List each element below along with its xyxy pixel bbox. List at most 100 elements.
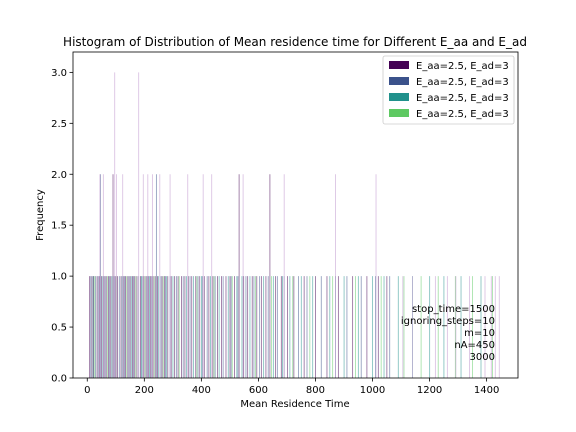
histogram-bar xyxy=(196,276,198,379)
histogram-bar xyxy=(149,276,150,379)
histogram-bar xyxy=(256,276,258,379)
histogram-bar xyxy=(132,276,133,379)
x-tick-label: 1400 xyxy=(474,385,499,396)
histogram-bar xyxy=(320,276,322,379)
y-axis-label: Frequency xyxy=(35,189,46,241)
histogram-bar xyxy=(355,276,356,379)
histogram-bar xyxy=(241,276,243,379)
y-axis-ticks: 0.0 0.5 1.0 1.5 2.0 2.5 3.0 xyxy=(51,68,73,385)
histogram-bar xyxy=(412,276,413,379)
histogram-bar xyxy=(249,276,251,379)
histogram-bar xyxy=(102,174,104,378)
histogram-bar xyxy=(178,276,180,379)
histogram-bar xyxy=(282,276,283,379)
histogram-bar xyxy=(352,276,354,379)
histogram-bar xyxy=(90,276,92,379)
histogram-bar xyxy=(98,276,100,379)
histogram-bar xyxy=(197,276,199,379)
histogram-bar xyxy=(124,276,125,379)
histogram-bar xyxy=(494,276,496,379)
histogram-bar xyxy=(161,276,163,379)
histogram-bar xyxy=(152,276,154,379)
histogram-bar xyxy=(403,276,405,379)
histogram-bar xyxy=(271,276,273,379)
x-tick-label: 200 xyxy=(135,385,154,396)
histogram-bar xyxy=(484,276,486,379)
histogram-bar xyxy=(172,276,174,379)
histogram-bar xyxy=(114,72,116,379)
histogram-bar xyxy=(174,276,176,379)
histogram-bar xyxy=(251,276,253,379)
histogram-bar xyxy=(193,276,194,379)
histogram-bar xyxy=(212,276,214,379)
histogram-bar xyxy=(106,276,108,379)
histogram-bar xyxy=(312,276,314,379)
histogram-bar xyxy=(280,276,282,379)
legend-label: E_aa=2.5, E_ad=3 xyxy=(416,93,509,104)
histogram-bar xyxy=(357,276,359,379)
x-tick-label: 1200 xyxy=(417,385,442,396)
histogram-bar xyxy=(203,276,205,379)
histogram-bar xyxy=(177,276,179,379)
histogram-bar xyxy=(191,276,193,379)
histogram-bar xyxy=(460,276,462,379)
histogram-bar xyxy=(243,276,245,379)
histogram-bar xyxy=(165,276,166,379)
histogram-bar xyxy=(469,276,470,379)
histogram-bar xyxy=(138,72,140,379)
histogram-bar xyxy=(127,276,129,379)
histogram-bar xyxy=(111,276,113,379)
histogram-bar xyxy=(133,276,134,379)
histogram-bar xyxy=(150,276,152,379)
annotation-text-block: stop_time=1500ignoring_steps=10m=10nA=45… xyxy=(401,304,495,363)
histogram-bar xyxy=(236,276,238,379)
histogram-bar xyxy=(329,276,331,379)
histogram-bar xyxy=(195,276,197,379)
x-axis-label: Mean Residence Time xyxy=(240,399,349,410)
histogram-bar xyxy=(380,276,382,379)
x-tick-label: 0 xyxy=(84,385,90,396)
annotation-line: ignoring_steps=10 xyxy=(401,316,495,327)
histogram-bar xyxy=(187,174,189,378)
histogram-bar xyxy=(375,276,376,379)
histogram-bar xyxy=(234,276,235,379)
histogram-bar xyxy=(298,276,299,379)
histogram-bar xyxy=(125,276,126,379)
histogram-bar xyxy=(211,174,213,378)
histogram-bar xyxy=(169,174,171,378)
histogram-bar xyxy=(375,174,377,378)
chart-title: Histogram of Distribution of Mean reside… xyxy=(63,35,527,49)
histogram-bar xyxy=(245,276,247,379)
histogram-bar xyxy=(101,276,103,379)
histogram-bar xyxy=(91,276,93,379)
histogram-bar xyxy=(92,276,94,379)
histogram-bar xyxy=(155,174,157,378)
histogram-bar xyxy=(377,276,379,379)
histogram-bar xyxy=(337,276,339,379)
legend-swatch xyxy=(389,93,409,101)
histogram-bar xyxy=(93,276,95,379)
histogram-bar xyxy=(253,276,255,379)
legend-frame xyxy=(382,55,515,125)
histogram-bar xyxy=(326,276,328,379)
histogram-bar xyxy=(202,174,204,378)
histogram-bar xyxy=(184,276,186,379)
histogram-bar xyxy=(160,276,162,379)
histogram-bar xyxy=(242,174,244,378)
histogram-bar xyxy=(434,276,436,379)
histogram-bar xyxy=(100,174,101,378)
histogram-bar xyxy=(289,276,291,379)
histogram-bar xyxy=(157,276,158,379)
x-axis-ticks: 0 200 400 600 800 1000 1200 1400 xyxy=(84,378,499,396)
histogram-bar xyxy=(130,276,132,379)
histogram-bar xyxy=(143,276,145,379)
histogram-bar xyxy=(181,276,182,379)
histogram-bar xyxy=(366,276,368,379)
histogram-bar xyxy=(118,276,120,379)
histogram-bar xyxy=(225,276,227,379)
histogram-bar xyxy=(208,276,210,379)
axes-frame xyxy=(72,51,519,379)
legend-swatch xyxy=(389,109,409,117)
histogram-bar xyxy=(162,276,164,379)
legend-label: E_aa=2.5, E_ad=3 xyxy=(416,77,509,88)
